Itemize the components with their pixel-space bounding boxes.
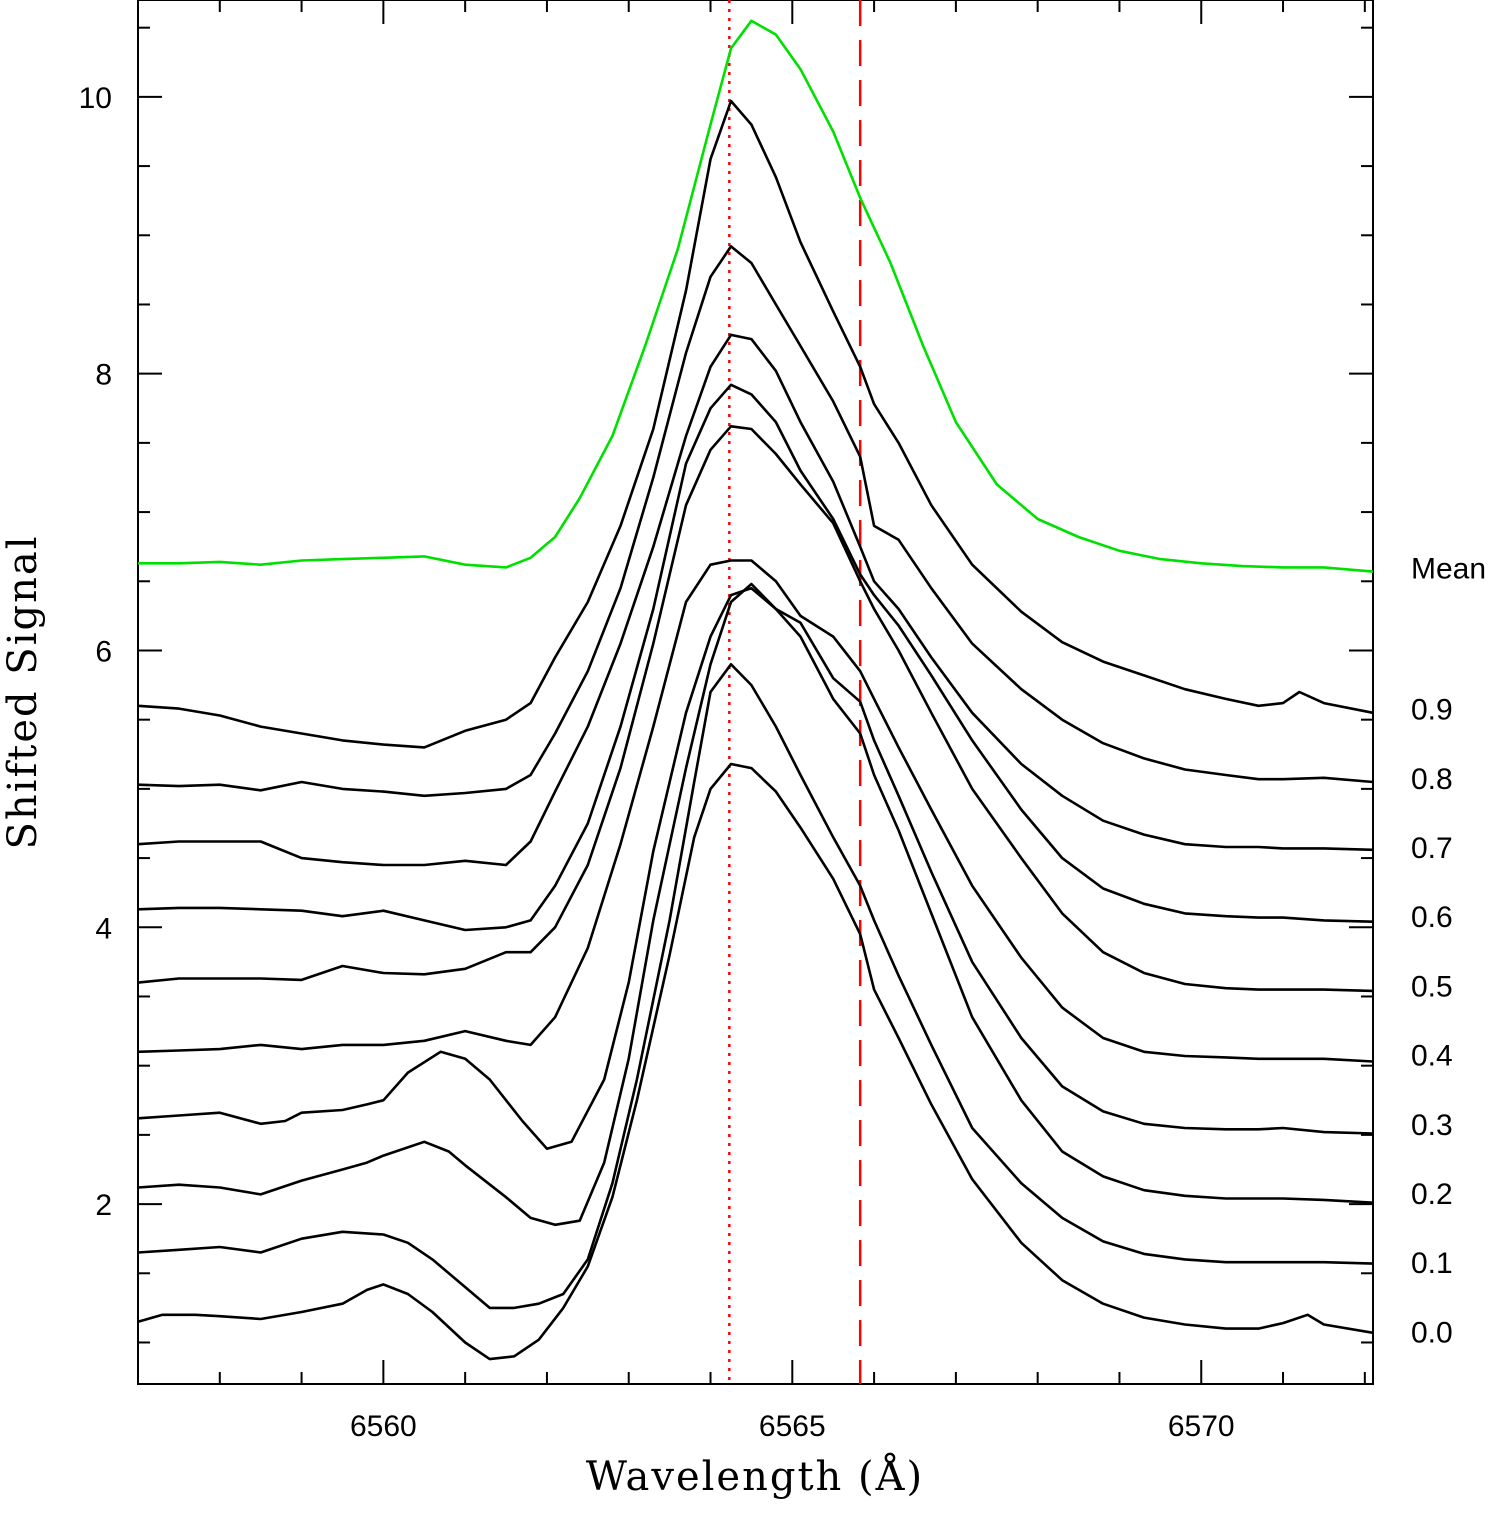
- y-tick-label: 8: [95, 359, 112, 392]
- x-tick-label: 6560: [350, 1410, 417, 1443]
- series-lines: [137, 19, 1374, 1361]
- series-label-0-7: 0.7: [1411, 832, 1453, 865]
- axis-ticks: 6560 6565 6570 2 4 6 8 10: [79, 0, 1373, 1443]
- series-line-0-7: [137, 333, 1374, 867]
- series-label-0-3: 0.3: [1411, 1109, 1453, 1142]
- series-line-0-2: [137, 582, 1374, 1227]
- series-line-0-0: [137, 762, 1374, 1361]
- series-line-0-9: [137, 99, 1374, 749]
- series-line-0-3: [137, 586, 1374, 1150]
- y-tick-label: 4: [95, 912, 112, 945]
- series-label-0-5: 0.5: [1411, 970, 1453, 1003]
- series-label-0-6: 0.6: [1411, 901, 1453, 934]
- series-labels: Mean 0.9 0.8 0.7 0.6 0.5 0.4 0.3 0.2 0.1 0.0: [1411, 552, 1486, 1349]
- series-label-0-8: 0.8: [1411, 763, 1453, 796]
- y-tick-label: 6: [95, 635, 112, 668]
- x-tick-label: 6565: [759, 1410, 826, 1443]
- series-line-0-1: [137, 662, 1374, 1310]
- x-tick-label: 6570: [1168, 1410, 1235, 1443]
- series-label-0-9: 0.9: [1411, 694, 1453, 727]
- series-line-0-6: [137, 383, 1374, 932]
- plot-frame: [137, 0, 1374, 1385]
- series-line-mean: [138, 19, 1374, 573]
- series-label-mean: Mean: [1411, 552, 1486, 585]
- series-line-0-4: [137, 559, 1374, 1063]
- x-axis-title: Wavelength (Å): [586, 1453, 924, 1500]
- series-label-0-0: 0.0: [1411, 1316, 1453, 1349]
- reference-lines: [728, 0, 862, 1384]
- series-line-0-5: [137, 424, 1374, 993]
- series-line-0-8: [137, 245, 1374, 798]
- series-label-0-2: 0.2: [1411, 1178, 1453, 1211]
- y-tick-label: 2: [95, 1189, 112, 1222]
- series-label-0-4: 0.4: [1411, 1040, 1453, 1073]
- y-tick-label: 10: [79, 82, 112, 115]
- series-label-0-1: 0.1: [1411, 1247, 1453, 1280]
- y-axis-title: Shifted Signal: [0, 534, 46, 849]
